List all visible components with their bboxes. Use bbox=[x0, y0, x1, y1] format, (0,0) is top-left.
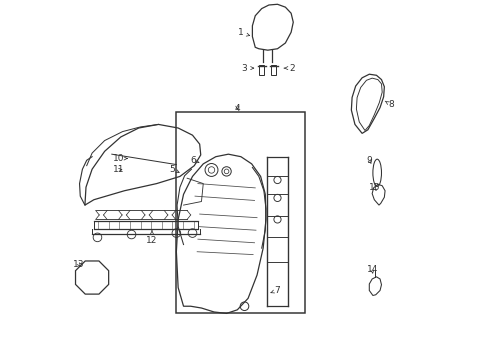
Text: 1: 1 bbox=[238, 28, 249, 37]
Text: 5: 5 bbox=[169, 165, 179, 174]
Text: 9: 9 bbox=[366, 156, 371, 165]
Text: 10: 10 bbox=[112, 154, 127, 163]
Text: 2: 2 bbox=[284, 64, 295, 73]
Text: 3: 3 bbox=[241, 64, 253, 73]
Text: 7: 7 bbox=[270, 286, 279, 295]
Bar bbox=[176, 112, 305, 313]
Text: 12: 12 bbox=[146, 231, 157, 246]
Text: 15: 15 bbox=[368, 183, 379, 192]
Text: 4: 4 bbox=[234, 104, 240, 113]
Text: 13: 13 bbox=[73, 260, 84, 269]
Text: 11: 11 bbox=[112, 166, 124, 175]
Text: 14: 14 bbox=[366, 265, 377, 274]
Text: 6: 6 bbox=[190, 156, 199, 165]
Text: 8: 8 bbox=[385, 100, 393, 109]
Bar bbox=[259, 64, 264, 75]
Bar bbox=[271, 64, 276, 75]
